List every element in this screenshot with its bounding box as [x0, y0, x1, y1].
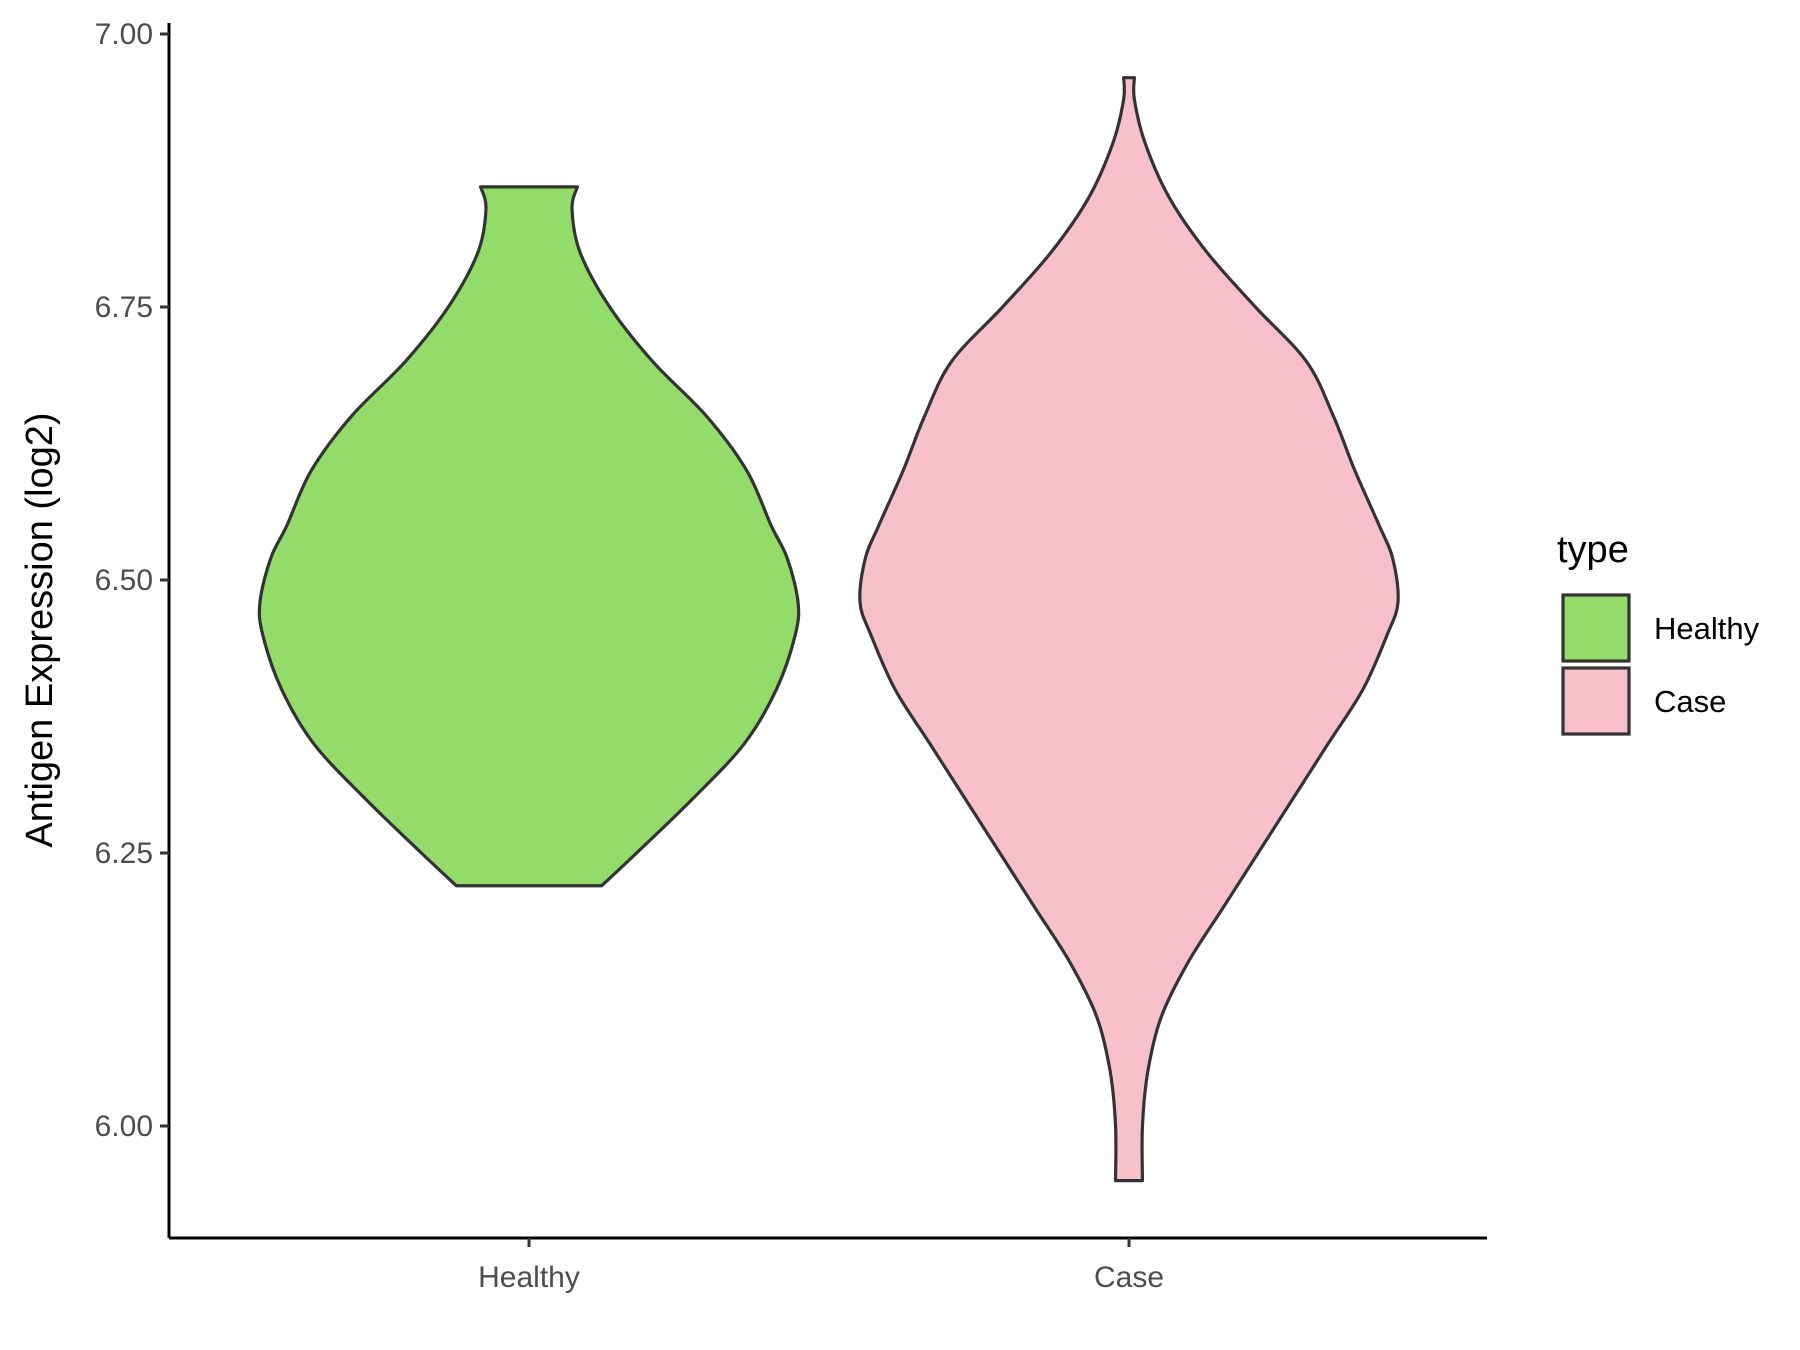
legend-title: type [1557, 529, 1629, 571]
violin-healthy [257, 185, 801, 888]
legend-items: Healthy Case [1561, 593, 1760, 736]
y-tick-label: 7.00 [95, 18, 153, 51]
y-ticks: 6.00 6.25 6.50 6.75 7.00 [95, 18, 169, 1143]
violins [257, 76, 1400, 1183]
y-tick-label: 6.50 [95, 564, 153, 597]
y-tick-label: 6.75 [95, 291, 153, 324]
legend: type Healthy Case [1557, 529, 1760, 736]
legend-label-case: Case [1654, 684, 1726, 719]
x-tick-label: Case [1094, 1261, 1164, 1294]
legend-swatch-case [1561, 666, 1631, 736]
legend-label-healthy: Healthy [1654, 611, 1760, 646]
y-axis-title: Antigen Expression (log2) [19, 412, 61, 847]
x-tick-label: Healthy [478, 1261, 580, 1294]
axes: 6.00 6.25 6.50 6.75 7.00 Healthy Case [95, 18, 1487, 1294]
violin-case [858, 76, 1400, 1183]
legend-swatch-healthy [1561, 593, 1631, 663]
y-tick-label: 6.00 [95, 1110, 153, 1143]
x-ticks: Healthy Case [478, 1238, 1164, 1294]
y-tick-label: 6.25 [95, 837, 153, 870]
